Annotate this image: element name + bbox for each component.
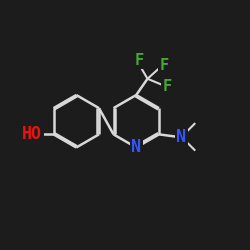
Text: N: N <box>131 138 141 156</box>
Text: F: F <box>162 79 172 94</box>
Text: F: F <box>159 58 168 72</box>
Text: HO: HO <box>22 126 42 144</box>
Text: F: F <box>134 53 143 68</box>
Text: N: N <box>176 128 186 146</box>
